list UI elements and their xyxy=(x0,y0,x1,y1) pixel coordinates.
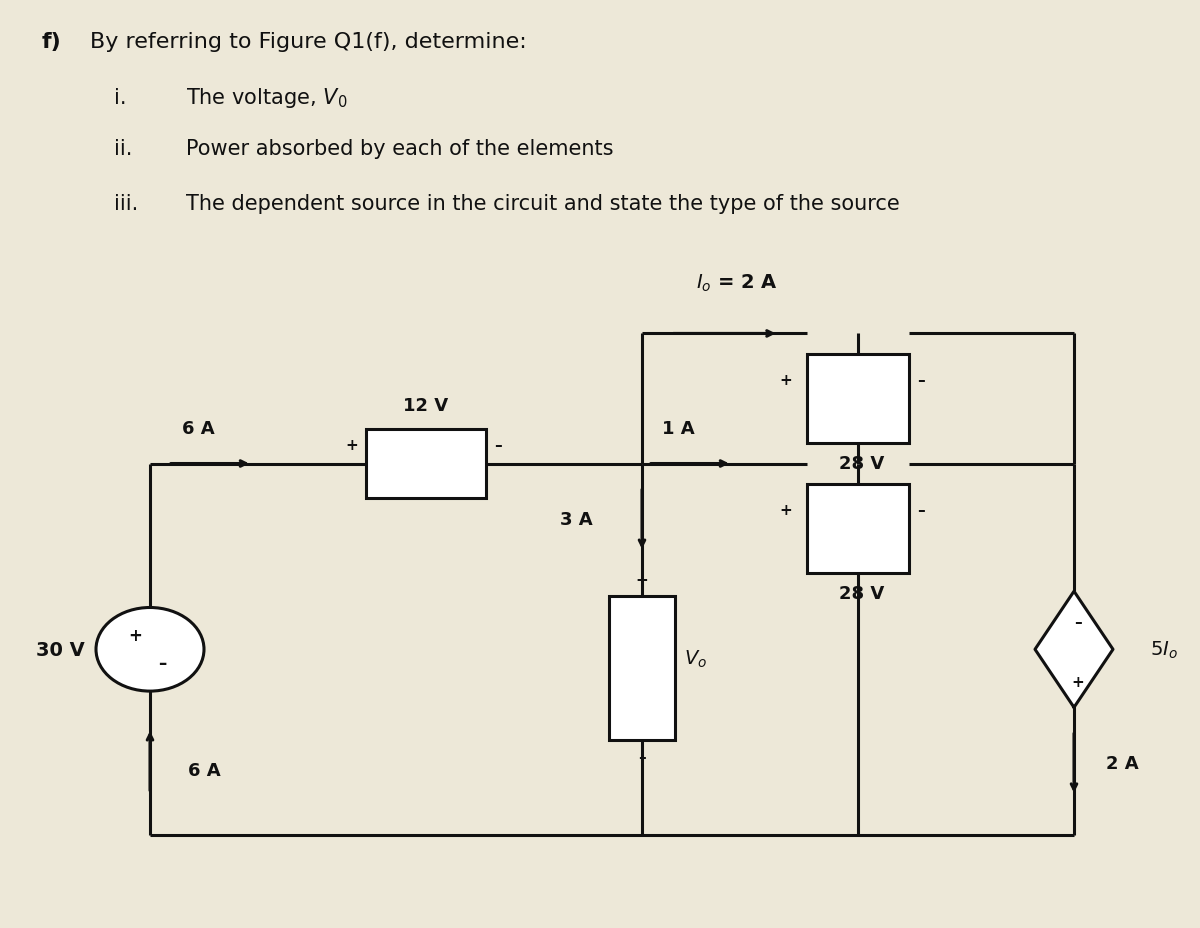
Text: 28 V: 28 V xyxy=(839,585,884,602)
Bar xyxy=(808,484,910,573)
Bar xyxy=(808,355,910,444)
Text: 6 A: 6 A xyxy=(187,761,221,780)
Text: By referring to Figure Q1(f), determine:: By referring to Figure Q1(f), determine: xyxy=(90,32,527,52)
Text: 1 A: 1 A xyxy=(661,419,695,438)
Bar xyxy=(610,596,676,741)
Text: 30 V: 30 V xyxy=(36,640,84,659)
Text: f): f) xyxy=(42,32,61,52)
Text: Power absorbed by each of the elements: Power absorbed by each of the elements xyxy=(186,138,613,159)
Text: ii.: ii. xyxy=(114,138,132,159)
Text: 2 A: 2 A xyxy=(1105,754,1139,772)
Text: 28 V: 28 V xyxy=(839,455,884,472)
Text: $V_o$: $V_o$ xyxy=(684,649,708,669)
Text: –: – xyxy=(917,373,925,388)
Polygon shape xyxy=(1034,592,1114,707)
Bar xyxy=(366,429,486,499)
Text: $5I_o$: $5I_o$ xyxy=(1150,639,1178,660)
Text: –: – xyxy=(158,654,166,673)
Text: –: – xyxy=(494,438,502,453)
Text: 3 A: 3 A xyxy=(559,510,593,529)
Text: 12 V: 12 V xyxy=(403,397,449,415)
Text: +: + xyxy=(779,503,792,518)
Text: –: – xyxy=(917,503,925,518)
Text: +: + xyxy=(1072,675,1084,690)
Text: +: + xyxy=(346,438,358,453)
Text: The voltage, $V_0$: The voltage, $V_0$ xyxy=(186,85,347,110)
Text: The dependent source in the circuit and state the type of the source: The dependent source in the circuit and … xyxy=(186,194,900,214)
Text: +: + xyxy=(636,572,648,587)
Circle shape xyxy=(96,608,204,691)
Text: $I_o$ = 2 A: $I_o$ = 2 A xyxy=(696,273,778,293)
Text: +: + xyxy=(128,626,143,645)
Text: +: + xyxy=(779,373,792,388)
Text: iii.: iii. xyxy=(114,194,138,214)
Text: –: – xyxy=(1074,614,1081,629)
Text: 6 A: 6 A xyxy=(181,419,215,438)
Text: i.: i. xyxy=(114,87,126,108)
Text: –: – xyxy=(638,749,646,765)
